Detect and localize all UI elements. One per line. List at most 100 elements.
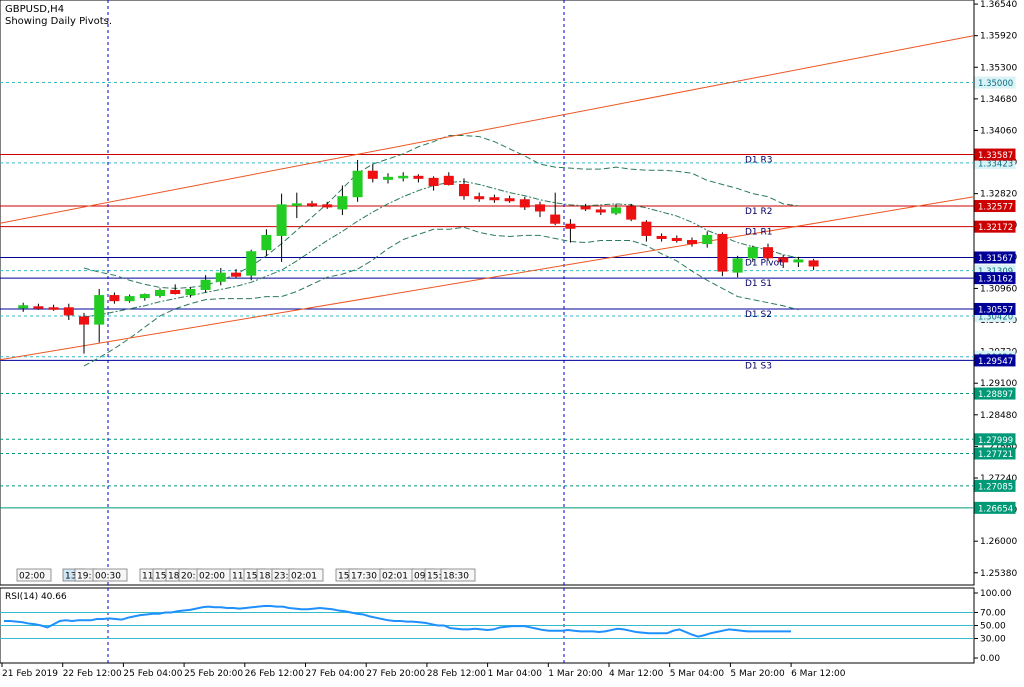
price-tag: 1.32577 bbox=[974, 200, 1016, 213]
candle-body bbox=[474, 196, 485, 200]
price-tag: 1.35000 bbox=[974, 76, 1016, 89]
candle bbox=[261, 229, 272, 256]
time-tag-box bbox=[440, 568, 476, 582]
candle bbox=[687, 237, 697, 247]
x-tick-label: 22 Feb 12:00 bbox=[63, 669, 122, 679]
candle-body bbox=[443, 175, 454, 185]
candle-body bbox=[383, 176, 393, 180]
price-tag: 1.26654 bbox=[974, 501, 1016, 514]
price-tag-box bbox=[974, 220, 1016, 233]
time-tag: 02:00 bbox=[196, 568, 232, 582]
candle bbox=[413, 174, 424, 183]
candle bbox=[489, 194, 500, 203]
candle-body bbox=[778, 257, 789, 263]
time-tag-box bbox=[16, 568, 52, 582]
candle-body bbox=[337, 196, 348, 210]
y-tick-label: 1.36540 bbox=[980, 0, 1017, 10]
candle bbox=[307, 200, 317, 207]
candle bbox=[94, 288, 105, 343]
main-panel bbox=[0, 0, 975, 586]
pivot-label: D1 R3 bbox=[745, 156, 773, 166]
candle-body bbox=[535, 204, 545, 212]
candle bbox=[763, 243, 773, 261]
candle-body bbox=[595, 209, 606, 213]
candle-body bbox=[398, 175, 409, 179]
time-tag-label: 02:01 bbox=[291, 572, 317, 582]
candle bbox=[352, 160, 363, 202]
horizontal-lines bbox=[0, 82, 974, 509]
price-tag-label: 1.27721 bbox=[978, 450, 1013, 460]
rsi-y-tick-label: 0.00 bbox=[980, 654, 1000, 664]
time-tag: 02:01 bbox=[379, 568, 415, 582]
candle bbox=[519, 196, 530, 210]
trendlines bbox=[0, 35, 975, 361]
price-tag-label: 1.28897 bbox=[978, 390, 1013, 400]
candle-body bbox=[48, 307, 59, 310]
rsi-y-tick-label: 70.00 bbox=[980, 609, 1006, 619]
y-tick-label: 1.32820 bbox=[980, 190, 1017, 200]
candle-body bbox=[747, 247, 758, 259]
price-tag-box bbox=[974, 272, 1016, 285]
candle-body bbox=[261, 234, 272, 251]
price-tag-label: 1.27085 bbox=[978, 482, 1013, 492]
candle-body bbox=[489, 197, 500, 201]
session-separators bbox=[107, 0, 565, 663]
candle bbox=[808, 258, 819, 271]
candle bbox=[200, 275, 211, 293]
candle-body bbox=[428, 177, 439, 186]
time-tags: 02:00 13:19: 00:30 11:15:18:20: 02:00 11: 15:1… bbox=[16, 568, 476, 582]
candle bbox=[504, 195, 515, 203]
candle-body bbox=[79, 316, 89, 325]
y-tick-label: 1.34680 bbox=[980, 95, 1017, 105]
x-tick-label: 6 Mar 12:00 bbox=[791, 669, 846, 679]
candle-body bbox=[641, 221, 652, 236]
y-tick-label: 1.27240 bbox=[980, 474, 1017, 484]
time-tag: 00:30 bbox=[92, 568, 128, 582]
price-tag-label: 1.30420 bbox=[978, 312, 1013, 322]
time-tag: 02:01 bbox=[288, 568, 324, 582]
trendline bbox=[0, 35, 975, 224]
candle bbox=[595, 206, 606, 216]
price-tag-box bbox=[974, 447, 1016, 460]
candle-body bbox=[200, 279, 211, 290]
candle bbox=[48, 304, 59, 311]
price-tag-label: 1.33423 bbox=[978, 159, 1013, 169]
candle bbox=[79, 312, 89, 354]
rsi-y-tick-label: 100.00 bbox=[980, 589, 1012, 599]
pivot-label: D1 S2 bbox=[745, 310, 772, 320]
rsi-y-tick-label: 50.00 bbox=[980, 622, 1006, 632]
candle-body bbox=[231, 272, 241, 277]
pivot-label: D1 S1 bbox=[745, 279, 772, 289]
candle bbox=[793, 256, 804, 268]
price-tag-label: 1.27999 bbox=[978, 436, 1013, 446]
time-tag-label: 19: bbox=[77, 572, 91, 582]
candle-body bbox=[352, 170, 363, 198]
candle-body bbox=[155, 289, 165, 297]
candle-body bbox=[671, 237, 682, 242]
time-tag-label: 00:30 bbox=[95, 572, 121, 582]
candle bbox=[276, 193, 287, 262]
candle bbox=[565, 219, 576, 243]
x-tick-label: 4 Mar 12:00 bbox=[609, 669, 664, 679]
candle bbox=[535, 201, 545, 218]
candle bbox=[671, 235, 682, 243]
candle-body bbox=[246, 251, 257, 276]
candle-body bbox=[611, 207, 621, 214]
price-tag-label: 1.31162 bbox=[978, 275, 1013, 285]
x-tick-label: 25 Feb 04:00 bbox=[123, 669, 182, 679]
candle bbox=[717, 232, 728, 277]
time-tag-label: 15: bbox=[155, 572, 169, 582]
price-tag-box bbox=[974, 387, 1016, 400]
chart-symbol: GBPUSD,H4 bbox=[5, 4, 64, 15]
price-tag: 1.30557 bbox=[974, 302, 1016, 315]
candle-body bbox=[717, 233, 728, 272]
price-tag-label: 1.32577 bbox=[978, 203, 1013, 213]
candle bbox=[747, 245, 758, 262]
candle-body bbox=[215, 272, 226, 282]
rsi-indicator: 100.00 70.00 50.00 30.00 0.00 bbox=[0, 589, 1012, 664]
candle bbox=[550, 192, 561, 226]
candle bbox=[291, 192, 302, 219]
time-tag: 19: bbox=[74, 568, 98, 582]
x-tick-label: 1 Mar 20:00 bbox=[548, 669, 603, 679]
